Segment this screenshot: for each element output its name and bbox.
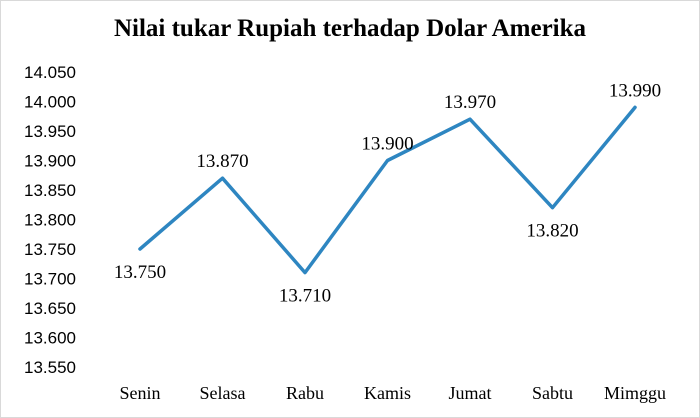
- y-tick-label: 14.050: [24, 63, 76, 82]
- data-label: 13.820: [526, 221, 578, 242]
- data-label: 13.750: [114, 262, 166, 283]
- x-tick-label: Mimggu: [604, 383, 666, 403]
- y-tick-label: 13.550: [24, 358, 76, 377]
- x-tick-label: Rabu: [286, 383, 324, 403]
- y-tick-label: 13.750: [24, 240, 76, 259]
- data-label: 13.900: [361, 134, 413, 155]
- y-tick-label: 13.950: [24, 122, 76, 141]
- y-tick-label: 13.700: [24, 270, 76, 289]
- x-tick-label: Sabtu: [532, 383, 573, 403]
- x-tick-label: Senin: [119, 383, 160, 403]
- y-axis: 13.550 13.600 13.650 13.700 13.750 13.800 13.8…: [24, 63, 76, 377]
- data-label: 13.870: [196, 151, 248, 172]
- series-group: [138, 105, 637, 275]
- y-tick-label: 13.900: [24, 152, 76, 171]
- data-labels: 13.750 13.870 13.710 13.900 13.970 13.820 13.9…: [114, 80, 661, 306]
- x-axis: Senin Selasa Rabu Kamis Jumat Sabtu Mimggu: [119, 383, 666, 403]
- data-label: 13.970: [444, 92, 496, 113]
- x-tick-label: Jumat: [449, 383, 492, 403]
- y-tick-label: 13.600: [24, 329, 76, 348]
- y-tick-label: 13.850: [24, 181, 76, 200]
- y-tick-label: 14.000: [24, 93, 76, 112]
- chart-title: Nilai tukar Rupiah terhadap Dolar Amerik…: [113, 15, 587, 42]
- y-tick-label: 13.800: [24, 211, 76, 230]
- series-line: [138, 105, 637, 275]
- y-tick-label: 13.650: [24, 299, 76, 318]
- data-label: 13.710: [279, 286, 331, 307]
- x-tick-label: Kamis: [364, 383, 411, 403]
- x-tick-label: Selasa: [200, 383, 246, 403]
- data-label: 13.990: [609, 80, 661, 101]
